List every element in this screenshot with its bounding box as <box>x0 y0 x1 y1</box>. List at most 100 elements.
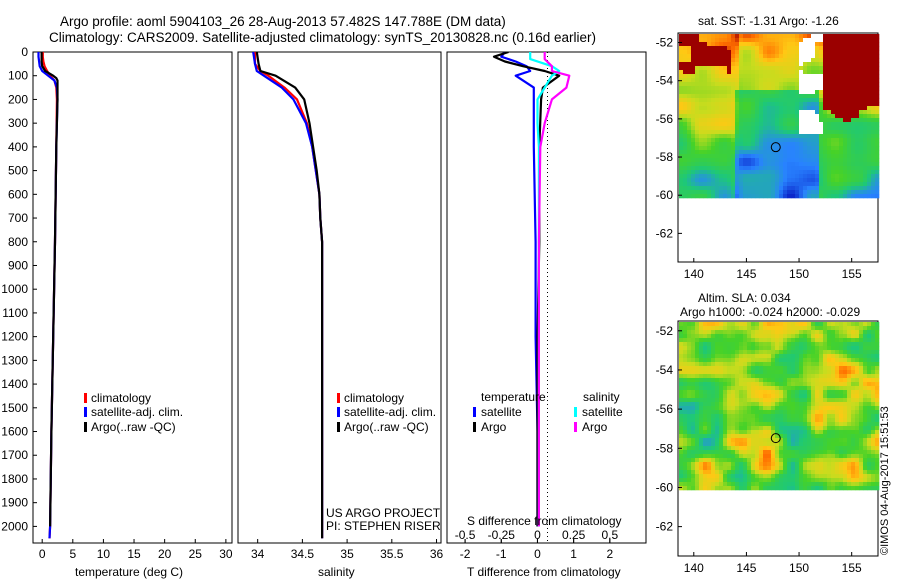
map-cell <box>775 34 780 39</box>
map-cell <box>835 190 840 195</box>
map-cell <box>695 374 700 379</box>
map-cell <box>819 146 824 151</box>
map-cell <box>691 42 696 47</box>
map-cell <box>827 330 832 335</box>
map-cell <box>819 134 824 139</box>
map-cell <box>851 426 856 431</box>
map-cell <box>775 330 780 335</box>
map-cell <box>719 334 724 339</box>
map-cell <box>699 66 704 71</box>
map-cell <box>871 150 876 155</box>
map-cell <box>723 450 728 455</box>
map-cell <box>859 166 864 171</box>
map-cell <box>787 78 792 83</box>
map-cell <box>823 462 828 467</box>
map-cell <box>827 166 832 171</box>
map-cell <box>699 342 704 347</box>
map-cell <box>863 194 868 199</box>
map-cell <box>827 410 832 415</box>
map-cell <box>691 70 696 75</box>
map-cell <box>839 114 844 119</box>
map-cell <box>691 358 696 363</box>
map-cell <box>719 462 724 467</box>
map-cell <box>707 98 712 103</box>
map-cell <box>707 446 712 451</box>
map-cell <box>735 330 740 335</box>
map-cell <box>831 46 836 51</box>
map-cell <box>747 194 752 199</box>
map-cell <box>851 178 856 183</box>
map-cell <box>699 418 704 423</box>
map-cell <box>783 422 788 427</box>
map-cell <box>847 366 852 371</box>
map-cell <box>819 110 824 115</box>
map-cell <box>843 42 848 47</box>
map-cell <box>755 170 760 175</box>
map-cell <box>743 426 748 431</box>
map-cell <box>851 162 856 167</box>
map-cell <box>851 378 856 383</box>
map-cell <box>827 34 832 39</box>
map-cell <box>691 486 696 491</box>
map-cell <box>775 386 780 391</box>
map-cell <box>755 466 760 471</box>
map-cell <box>715 178 720 183</box>
map-cell <box>691 386 696 391</box>
map-cell <box>863 334 868 339</box>
map-cell <box>691 398 696 403</box>
map-cell <box>807 174 812 179</box>
legend-swatch-t-satellite <box>473 407 476 417</box>
map-cell <box>751 98 756 103</box>
map-cell <box>699 138 704 143</box>
map-cell <box>759 446 764 451</box>
map-cell <box>695 122 700 127</box>
map-cell <box>791 94 796 99</box>
map-cell <box>743 170 748 175</box>
map-cell <box>695 190 700 195</box>
map-cell <box>715 326 720 331</box>
map-cell <box>707 362 712 367</box>
map-cell <box>759 382 764 387</box>
map-cell <box>811 430 816 435</box>
map-cell <box>859 62 864 67</box>
map-cell <box>707 458 712 463</box>
map-cell <box>847 382 852 387</box>
map-cell <box>731 50 736 55</box>
map-cell <box>851 370 856 375</box>
map-cell <box>867 394 872 399</box>
map-cell <box>779 90 784 95</box>
map-cell <box>739 174 744 179</box>
map-cell <box>767 122 772 127</box>
map-cell <box>695 354 700 359</box>
map-cell <box>743 106 748 111</box>
map-cell <box>691 50 696 55</box>
map-cell <box>735 94 740 99</box>
map-cell <box>711 190 716 195</box>
map-cell <box>795 338 800 343</box>
map-cell <box>711 170 716 175</box>
map-cell <box>815 370 820 375</box>
map-cell <box>715 334 720 339</box>
map-cell <box>855 366 860 371</box>
map-cell <box>731 82 736 87</box>
map-cell <box>731 358 736 363</box>
map-cell <box>811 378 816 383</box>
map-cell <box>819 38 824 43</box>
map-cell <box>827 62 832 67</box>
map-cell <box>871 426 876 431</box>
map-cell <box>727 86 732 91</box>
map-cell <box>743 166 748 171</box>
map-cell <box>859 482 864 487</box>
map-cell <box>735 422 740 427</box>
map-cell <box>811 50 816 55</box>
map-cell <box>735 82 740 87</box>
map-cell <box>823 454 828 459</box>
map-cell <box>747 58 752 63</box>
map-cell <box>703 398 708 403</box>
map-cell <box>683 162 688 167</box>
map-cell <box>835 354 840 359</box>
map-cell <box>711 66 716 71</box>
map-cell <box>807 106 812 111</box>
map-cell <box>715 70 720 75</box>
map-cell <box>851 118 856 123</box>
